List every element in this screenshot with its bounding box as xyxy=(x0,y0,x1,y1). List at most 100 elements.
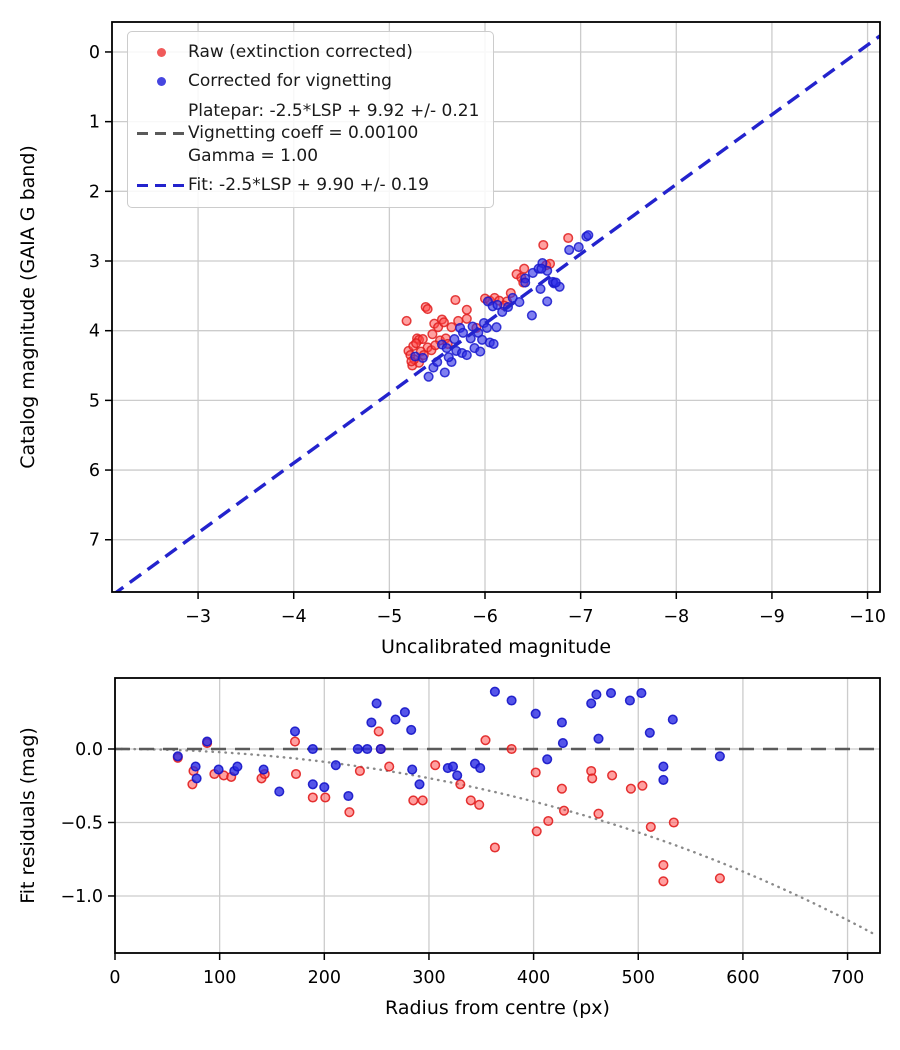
scatter-point xyxy=(320,792,331,803)
scatter-point xyxy=(307,743,318,755)
scatter-point xyxy=(465,795,476,806)
scatter-point xyxy=(408,795,419,806)
scatter-point xyxy=(423,371,434,382)
scatter-point xyxy=(573,242,584,253)
scatter-point xyxy=(427,329,438,340)
scatter-point xyxy=(583,230,594,241)
scatter-point xyxy=(658,876,669,887)
scatter-point xyxy=(542,296,553,307)
scatter-point xyxy=(330,760,341,771)
scatter-point xyxy=(563,232,574,244)
scatter-point xyxy=(530,767,541,778)
scatter-point xyxy=(488,338,499,349)
raw-dot-icon xyxy=(134,47,188,57)
tick-label-x: 100 xyxy=(203,968,236,988)
scatter-point xyxy=(506,743,517,755)
scatter-point xyxy=(520,277,531,288)
scatter-point xyxy=(489,842,500,853)
scatter-point xyxy=(645,821,656,832)
scatter-point xyxy=(289,726,301,737)
tick-label-x: −3 xyxy=(185,607,211,627)
scatter-point xyxy=(658,774,669,785)
tick-label-y: −1.0 xyxy=(61,887,104,907)
scatter-point xyxy=(414,779,425,790)
y-axis-label: Fit residuals (mag) xyxy=(17,727,39,904)
scatter-point xyxy=(289,736,301,747)
scatter-point xyxy=(401,315,412,326)
tick-label-y: 1 xyxy=(89,113,100,133)
x-axis-label: Radius from centre (px) xyxy=(385,997,610,1019)
scatter-point xyxy=(172,751,183,762)
tick-label-x: 600 xyxy=(726,968,759,988)
scatter-point xyxy=(475,763,486,774)
scatter-point xyxy=(344,807,355,818)
scatter-point xyxy=(362,743,373,755)
scatter-point xyxy=(489,686,500,697)
scatter-point xyxy=(586,698,597,709)
scatter-point xyxy=(407,764,418,775)
scatter-point xyxy=(543,815,554,827)
legend-label-corrected: Corrected for vignetting xyxy=(188,71,392,92)
scatter-point xyxy=(491,322,502,333)
scatter-point xyxy=(439,367,450,378)
tick-label-x: 500 xyxy=(622,968,655,988)
tick-label-y: 7 xyxy=(89,531,100,551)
scatter-point xyxy=(406,724,417,735)
scatter-point xyxy=(538,239,549,251)
axes-frame xyxy=(114,677,881,954)
scatter-point xyxy=(556,717,567,728)
scatter-point xyxy=(593,733,604,744)
scatter-point xyxy=(191,773,202,784)
scatter-point xyxy=(461,350,472,361)
scatter-point xyxy=(371,698,382,709)
scatter-point xyxy=(591,689,602,700)
legend-label-platepar: Platepar: -2.5*LSP + 9.92 +/- 0.21 Vigne… xyxy=(188,100,480,166)
scatter-point xyxy=(557,738,568,749)
scatter-point xyxy=(668,817,679,828)
tick-label-y: 4 xyxy=(89,322,100,342)
scatter-point xyxy=(587,773,598,784)
scatter-point xyxy=(384,761,395,772)
scatter-point xyxy=(714,751,725,762)
scatter-point xyxy=(449,334,460,345)
scatter-point xyxy=(319,782,330,793)
scatter-point xyxy=(644,727,655,738)
legend-label-fit: Fit: -2.5*LSP + 9.90 +/- 0.19 xyxy=(188,175,429,196)
legend-item-fit: Fit: -2.5*LSP + 9.90 +/- 0.19 xyxy=(134,174,479,196)
scatter-point xyxy=(450,294,461,306)
scatter-point xyxy=(232,761,243,772)
tick-label-y: 2 xyxy=(89,182,100,202)
tick-label-y: 6 xyxy=(89,461,100,481)
scatter-point xyxy=(190,761,201,772)
scatter-point xyxy=(514,297,525,308)
scatter-point xyxy=(556,783,567,794)
scatter-point xyxy=(474,799,485,810)
scatter-point xyxy=(530,708,541,719)
tick-label-y: 0 xyxy=(89,43,100,63)
scatter-point xyxy=(352,743,363,755)
axes-frame xyxy=(111,21,881,593)
x-axis-label: Uncalibrated magnitude xyxy=(381,636,611,658)
scatter-point xyxy=(593,808,604,819)
scatter-point xyxy=(213,764,224,775)
scatter-point xyxy=(274,786,285,797)
tick-label-x: 0 xyxy=(109,968,120,988)
y-axis-label: Catalog magnitude (GAIA G band) xyxy=(17,145,39,469)
corrected-residuals-series xyxy=(172,686,725,802)
scatter-point xyxy=(307,779,318,790)
scatter-point xyxy=(417,352,428,363)
tick-label-x: −5 xyxy=(376,607,402,627)
scatter-point xyxy=(390,714,401,725)
scatter-point xyxy=(658,860,669,871)
scatter-point xyxy=(636,688,647,699)
platepar-dash-icon xyxy=(134,131,188,136)
tick-label-x: −4 xyxy=(281,607,307,627)
tick-label-y: 3 xyxy=(89,252,100,272)
scatter-point xyxy=(343,790,354,802)
scatter-point xyxy=(605,688,617,699)
tick-label-x: −8 xyxy=(663,607,689,627)
scatter-point xyxy=(438,317,449,328)
scatter-point xyxy=(354,765,365,777)
legend-item-raw: Raw (extinction corrected) xyxy=(134,41,479,63)
